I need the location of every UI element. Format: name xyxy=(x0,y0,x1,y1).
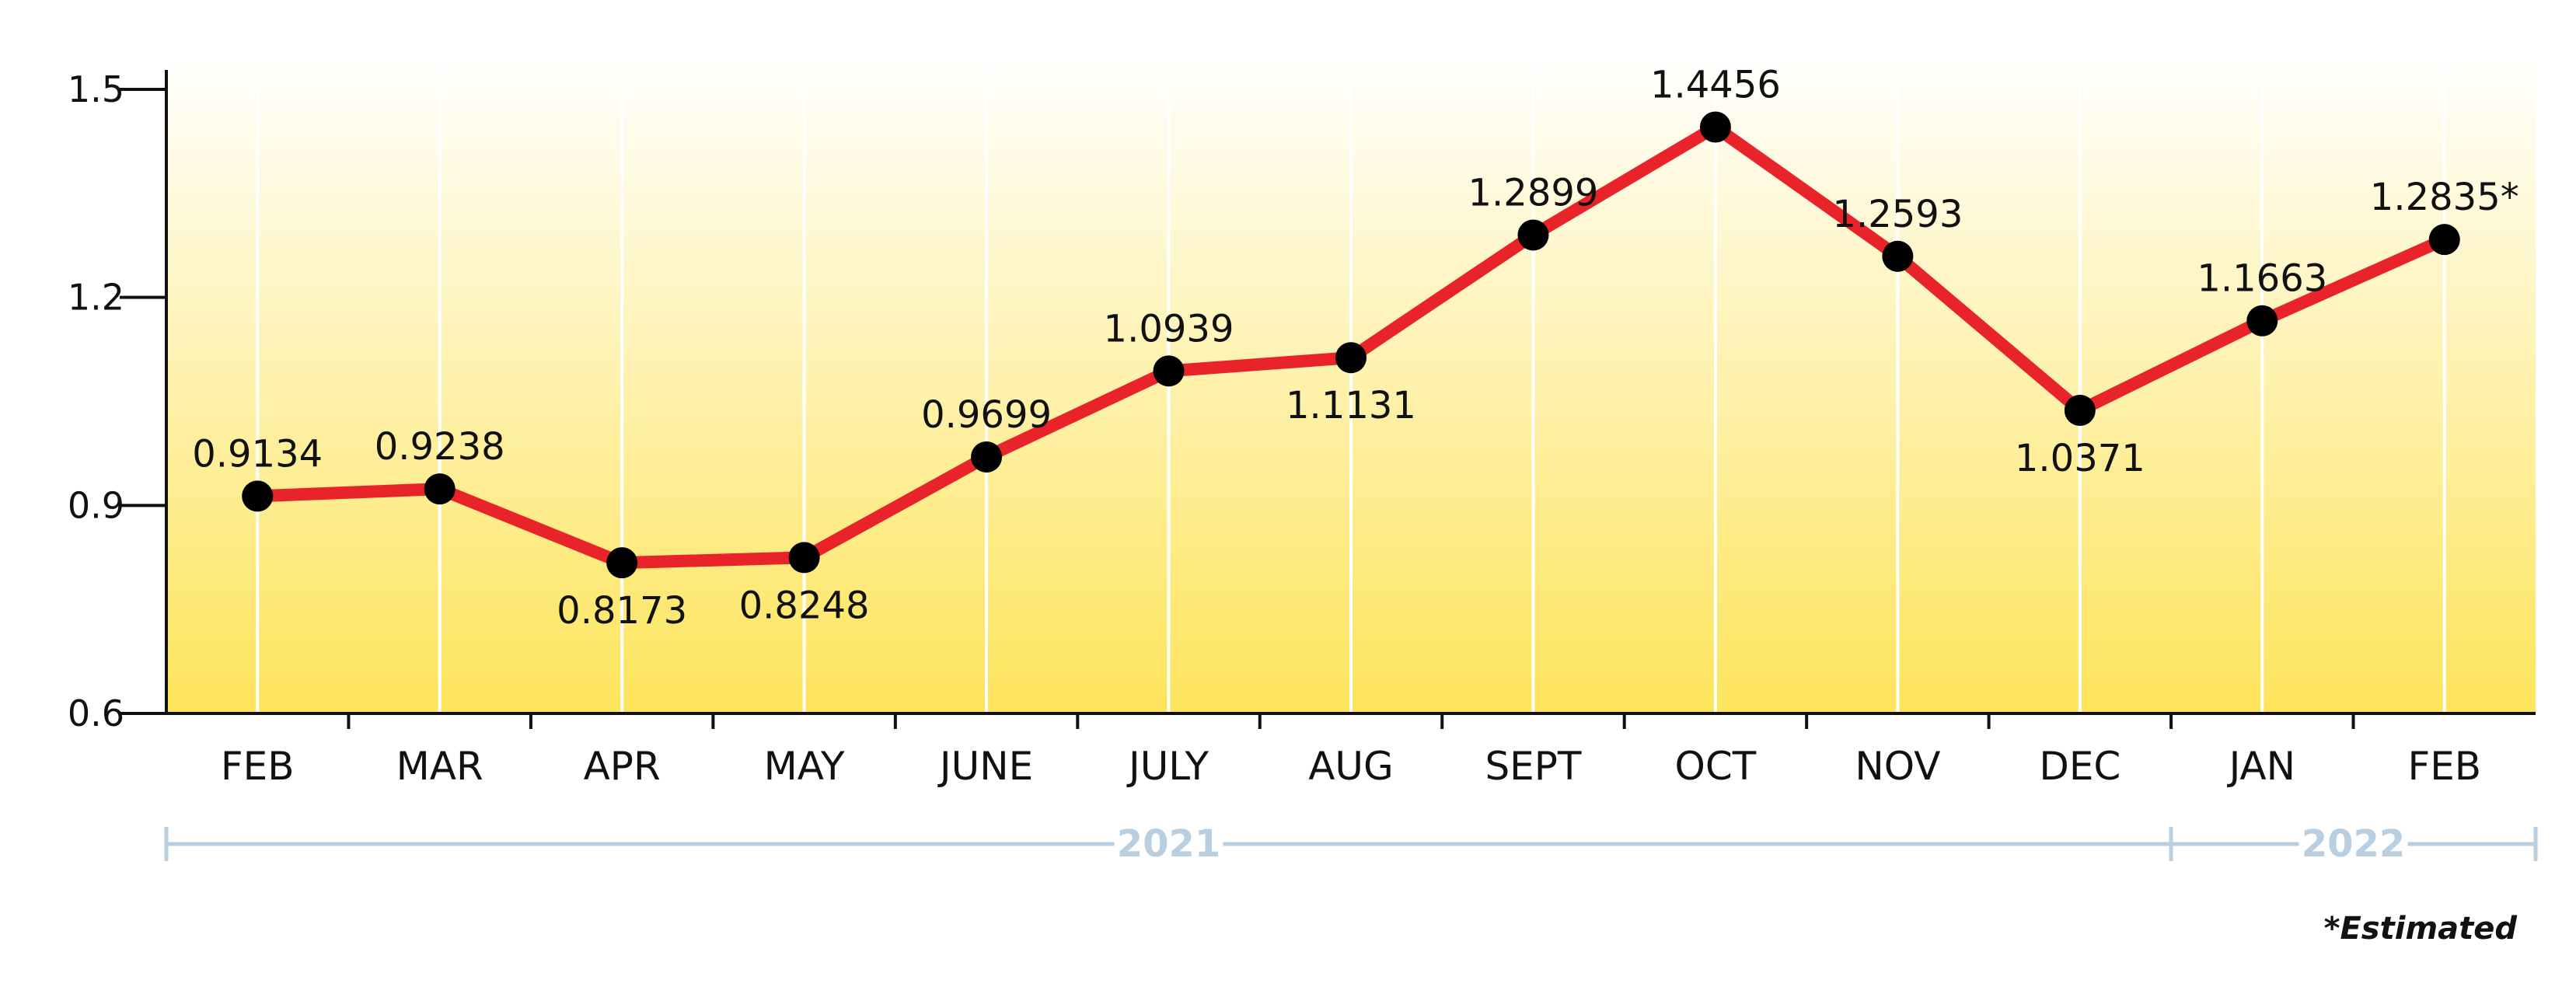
data-label: 0.8248 xyxy=(739,584,870,627)
data-label: 0.9699 xyxy=(921,393,1052,437)
data-point xyxy=(1882,240,1914,272)
x-tick-label: FEB xyxy=(221,744,295,789)
x-tick-label: MAR xyxy=(396,744,483,789)
x-tick-label: OCT xyxy=(1675,744,1757,789)
data-point xyxy=(1335,342,1367,374)
x-tick-label: JUNE xyxy=(937,744,1033,789)
data-label: 1.4456 xyxy=(1650,64,1781,107)
year-label: 2022 xyxy=(2302,822,2406,866)
data-point xyxy=(2064,395,2096,427)
x-tick-label: SEPT xyxy=(1485,744,1581,789)
data-label: 1.2899 xyxy=(1468,171,1598,214)
data-label: 1.2835* xyxy=(2370,176,2519,219)
x-tick-label: APR xyxy=(584,744,661,789)
data-point xyxy=(1699,111,1731,143)
data-label: 1.1663 xyxy=(2197,257,2327,301)
data-label: 1.0939 xyxy=(1104,307,1234,351)
x-tick-label: MAY xyxy=(764,744,845,789)
footnote: *Estimated xyxy=(2324,911,2518,947)
data-label: 0.8173 xyxy=(557,589,687,633)
x-tick-label: DEC xyxy=(2039,744,2120,789)
labels: 0.9134 0.9238 0.8173 0.8248 0.9699 1.0939 1.11… xyxy=(192,64,2518,633)
x-tick-label: AUG xyxy=(1308,744,1394,789)
y-tick-label: 0.6 xyxy=(68,692,124,734)
data-point xyxy=(2428,224,2460,256)
grid-lines xyxy=(256,70,2446,713)
data-point xyxy=(1517,219,1549,251)
data-label: 1.0371 xyxy=(2015,437,2145,480)
data-point xyxy=(242,480,274,512)
data-point xyxy=(424,473,456,505)
y-tick-label: 0.9 xyxy=(68,484,124,526)
data-label: 0.9134 xyxy=(192,432,323,476)
data-point xyxy=(788,542,820,574)
data-label: 0.9238 xyxy=(375,425,505,469)
y-tick-label: 1.2 xyxy=(68,277,124,319)
year-brackets: 2021 2022 xyxy=(164,822,2538,866)
data-point xyxy=(2246,305,2278,337)
data-point xyxy=(1153,355,1185,387)
year-label: 2021 xyxy=(1117,822,1221,866)
x-tick-label: NOV xyxy=(1855,744,1940,789)
data-point xyxy=(606,547,638,579)
axes: 0.6 0.9 1.2 1.5 FEB MAR APR MAY JUNE JULY AUG SEPT O… xyxy=(68,68,2536,789)
data-label: 1.1131 xyxy=(1286,384,1416,427)
x-tick-label: FEB xyxy=(2407,744,2481,789)
data-point xyxy=(971,441,1003,473)
series xyxy=(242,111,2460,579)
x-tick-label: JAN xyxy=(2227,744,2295,789)
y-tick-label: 1.5 xyxy=(68,68,124,110)
x-tick-label: JULY xyxy=(1126,744,1209,789)
data-label: 1.2593 xyxy=(1832,193,1963,236)
